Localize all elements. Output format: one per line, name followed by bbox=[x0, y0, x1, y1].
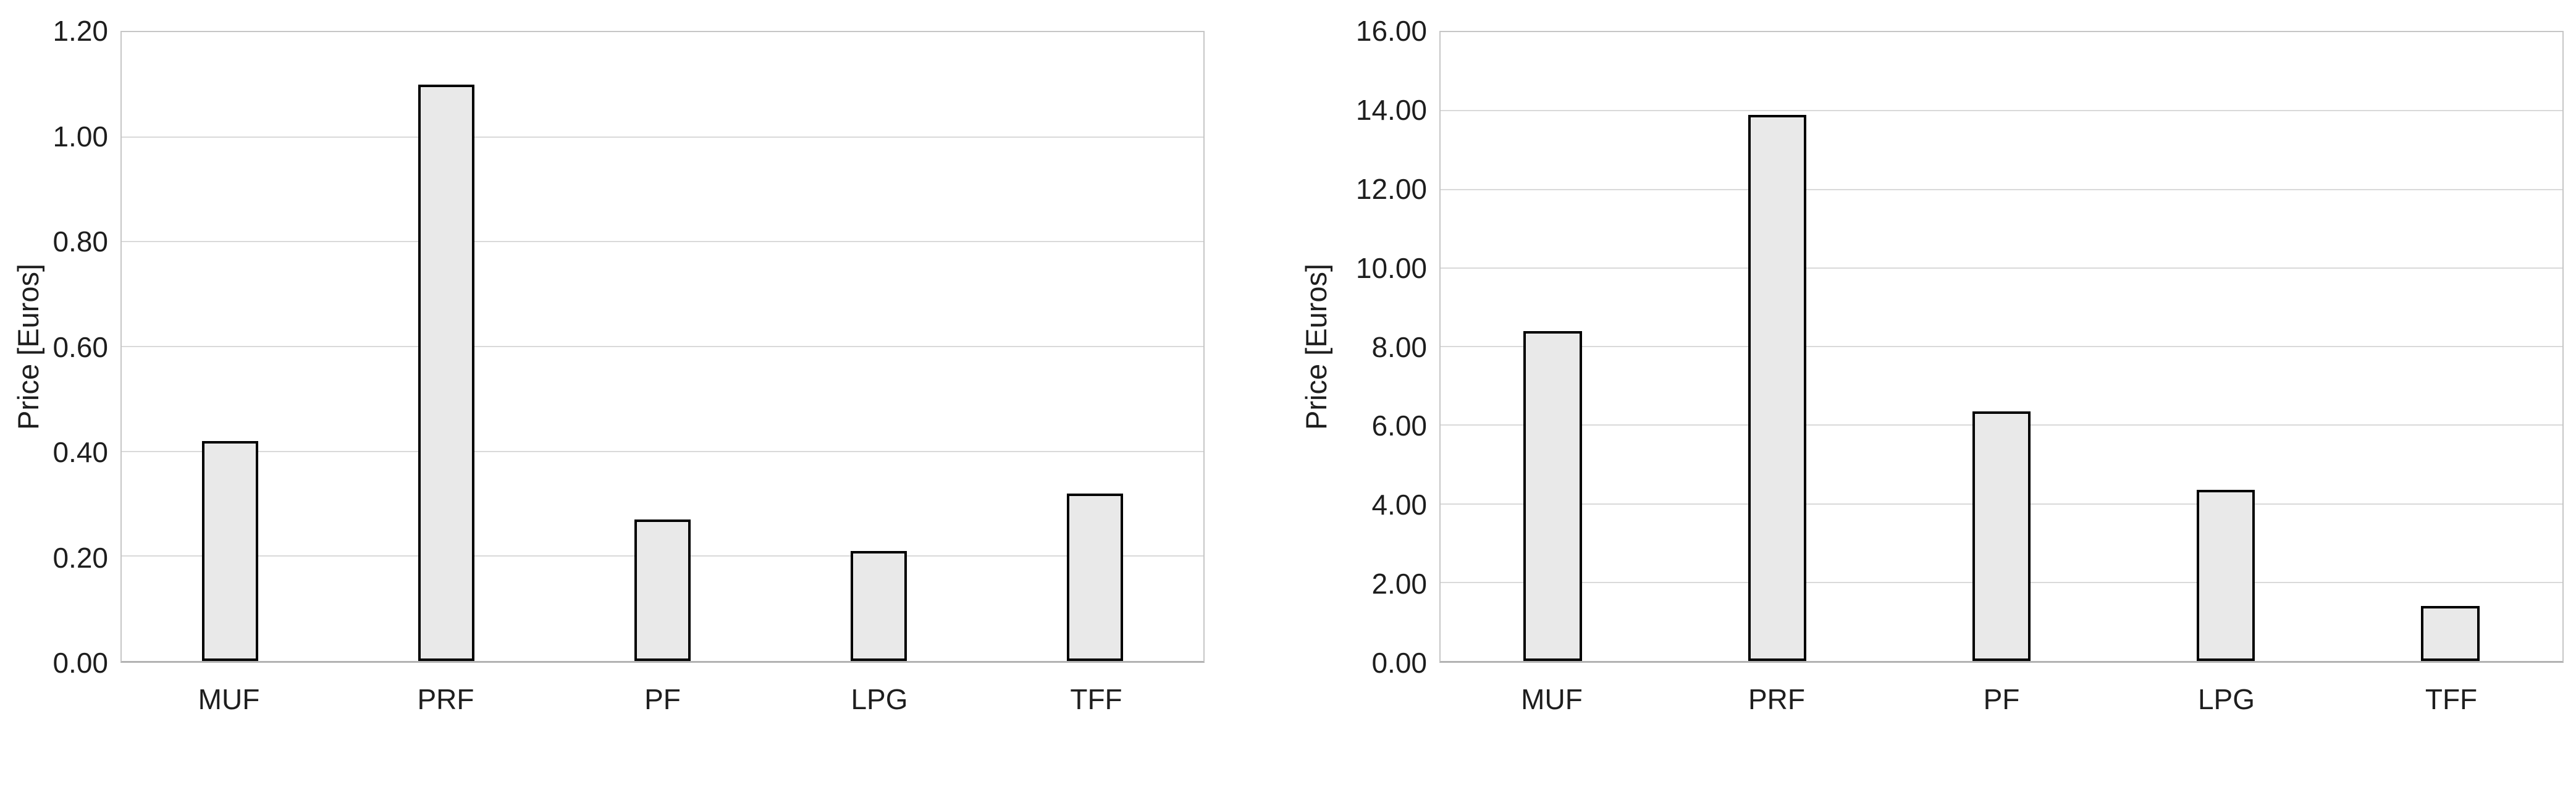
bar-muf bbox=[201, 440, 258, 661]
x-axis-labels: MUF PRF PF LPG TFF bbox=[120, 683, 1205, 717]
x-category-label: LPG bbox=[2197, 683, 2255, 715]
bar-pf bbox=[634, 519, 691, 661]
gridline bbox=[1441, 188, 2562, 190]
y-tick-label: 0.20 bbox=[53, 541, 108, 574]
gridline bbox=[1441, 110, 2562, 112]
y-tick-label: 12.00 bbox=[1355, 172, 1427, 205]
plot-area bbox=[1439, 31, 2564, 663]
x-category-label: PRF bbox=[417, 683, 474, 715]
x-category-label: PRF bbox=[1748, 683, 1805, 715]
x-axis-labels: MUF PRF PF LPG TFF bbox=[1439, 683, 2564, 717]
y-tick-label: 1.20 bbox=[53, 15, 108, 47]
bar-slot bbox=[2338, 32, 2562, 661]
x-category-label: TFF bbox=[2425, 683, 2478, 715]
y-tick-label: 2.00 bbox=[1371, 568, 1427, 600]
gridline bbox=[122, 241, 1203, 243]
y-tick-label: 0.60 bbox=[53, 330, 108, 363]
x-category-label: PF bbox=[1983, 683, 2020, 715]
bar-slot bbox=[122, 32, 338, 661]
plot-area bbox=[120, 31, 1205, 663]
y-tick-label: 14.00 bbox=[1355, 93, 1427, 126]
y-tick-label: 0.00 bbox=[1371, 647, 1427, 679]
gridline bbox=[122, 136, 1203, 138]
y-tick-label: 10.00 bbox=[1355, 251, 1427, 284]
gridline bbox=[1441, 346, 2562, 347]
y-tick-label: 0.40 bbox=[53, 436, 108, 468]
y-tick-label: 6.00 bbox=[1371, 410, 1427, 442]
bar-prf bbox=[418, 84, 474, 661]
bar-muf bbox=[1523, 330, 1582, 661]
x-category-label: MUF bbox=[1521, 683, 1583, 715]
y-axis-tick-labels: 0.00 2.00 4.00 6.00 8.00 10.00 12.00 14.00 16.00 bbox=[1288, 17, 1427, 677]
y-tick-label: 16.00 bbox=[1355, 15, 1427, 47]
y-axis-tick-labels: 0.00 0.20 0.40 0.60 0.80 1.00 1.20 bbox=[0, 17, 108, 677]
gridline bbox=[122, 450, 1203, 452]
y-tick-label: 0.80 bbox=[53, 225, 108, 258]
x-category-label: LPG bbox=[851, 683, 908, 715]
y-tick-label: 0.00 bbox=[53, 647, 108, 679]
x-category-label: PF bbox=[644, 683, 681, 715]
bar-tff bbox=[2421, 605, 2480, 661]
bar-chart-right: Price [Euros] 0.00 2.00 4.00 6.00 8.00 10.00 1… bbox=[1288, 0, 2576, 795]
bar-slot bbox=[2114, 32, 2338, 661]
x-category-label: TFF bbox=[1070, 683, 1122, 715]
bar-slot bbox=[1441, 32, 1665, 661]
bar-slot bbox=[338, 32, 554, 661]
gridline bbox=[122, 346, 1203, 347]
y-tick-label: 4.00 bbox=[1371, 489, 1427, 521]
bar-slot bbox=[771, 32, 987, 661]
y-tick-label: 8.00 bbox=[1371, 330, 1427, 363]
bar-chart-left: Price [Euros] 0.00 0.20 0.40 0.60 0.80 1.00 1.… bbox=[0, 17, 1205, 717]
bar-slot bbox=[987, 32, 1203, 661]
bar-slot bbox=[1889, 32, 2113, 661]
bar-slot bbox=[1665, 32, 1889, 661]
bar-lpg bbox=[851, 550, 907, 661]
bar-pf bbox=[1972, 411, 2031, 661]
bar-prf bbox=[1748, 114, 1807, 661]
x-category-label: MUF bbox=[198, 683, 260, 715]
bar-slot bbox=[554, 32, 770, 661]
bar-lpg bbox=[2197, 490, 2255, 661]
bar-tff bbox=[1067, 493, 1124, 661]
gridline bbox=[1441, 267, 2562, 269]
y-tick-label: 1.00 bbox=[53, 120, 108, 153]
